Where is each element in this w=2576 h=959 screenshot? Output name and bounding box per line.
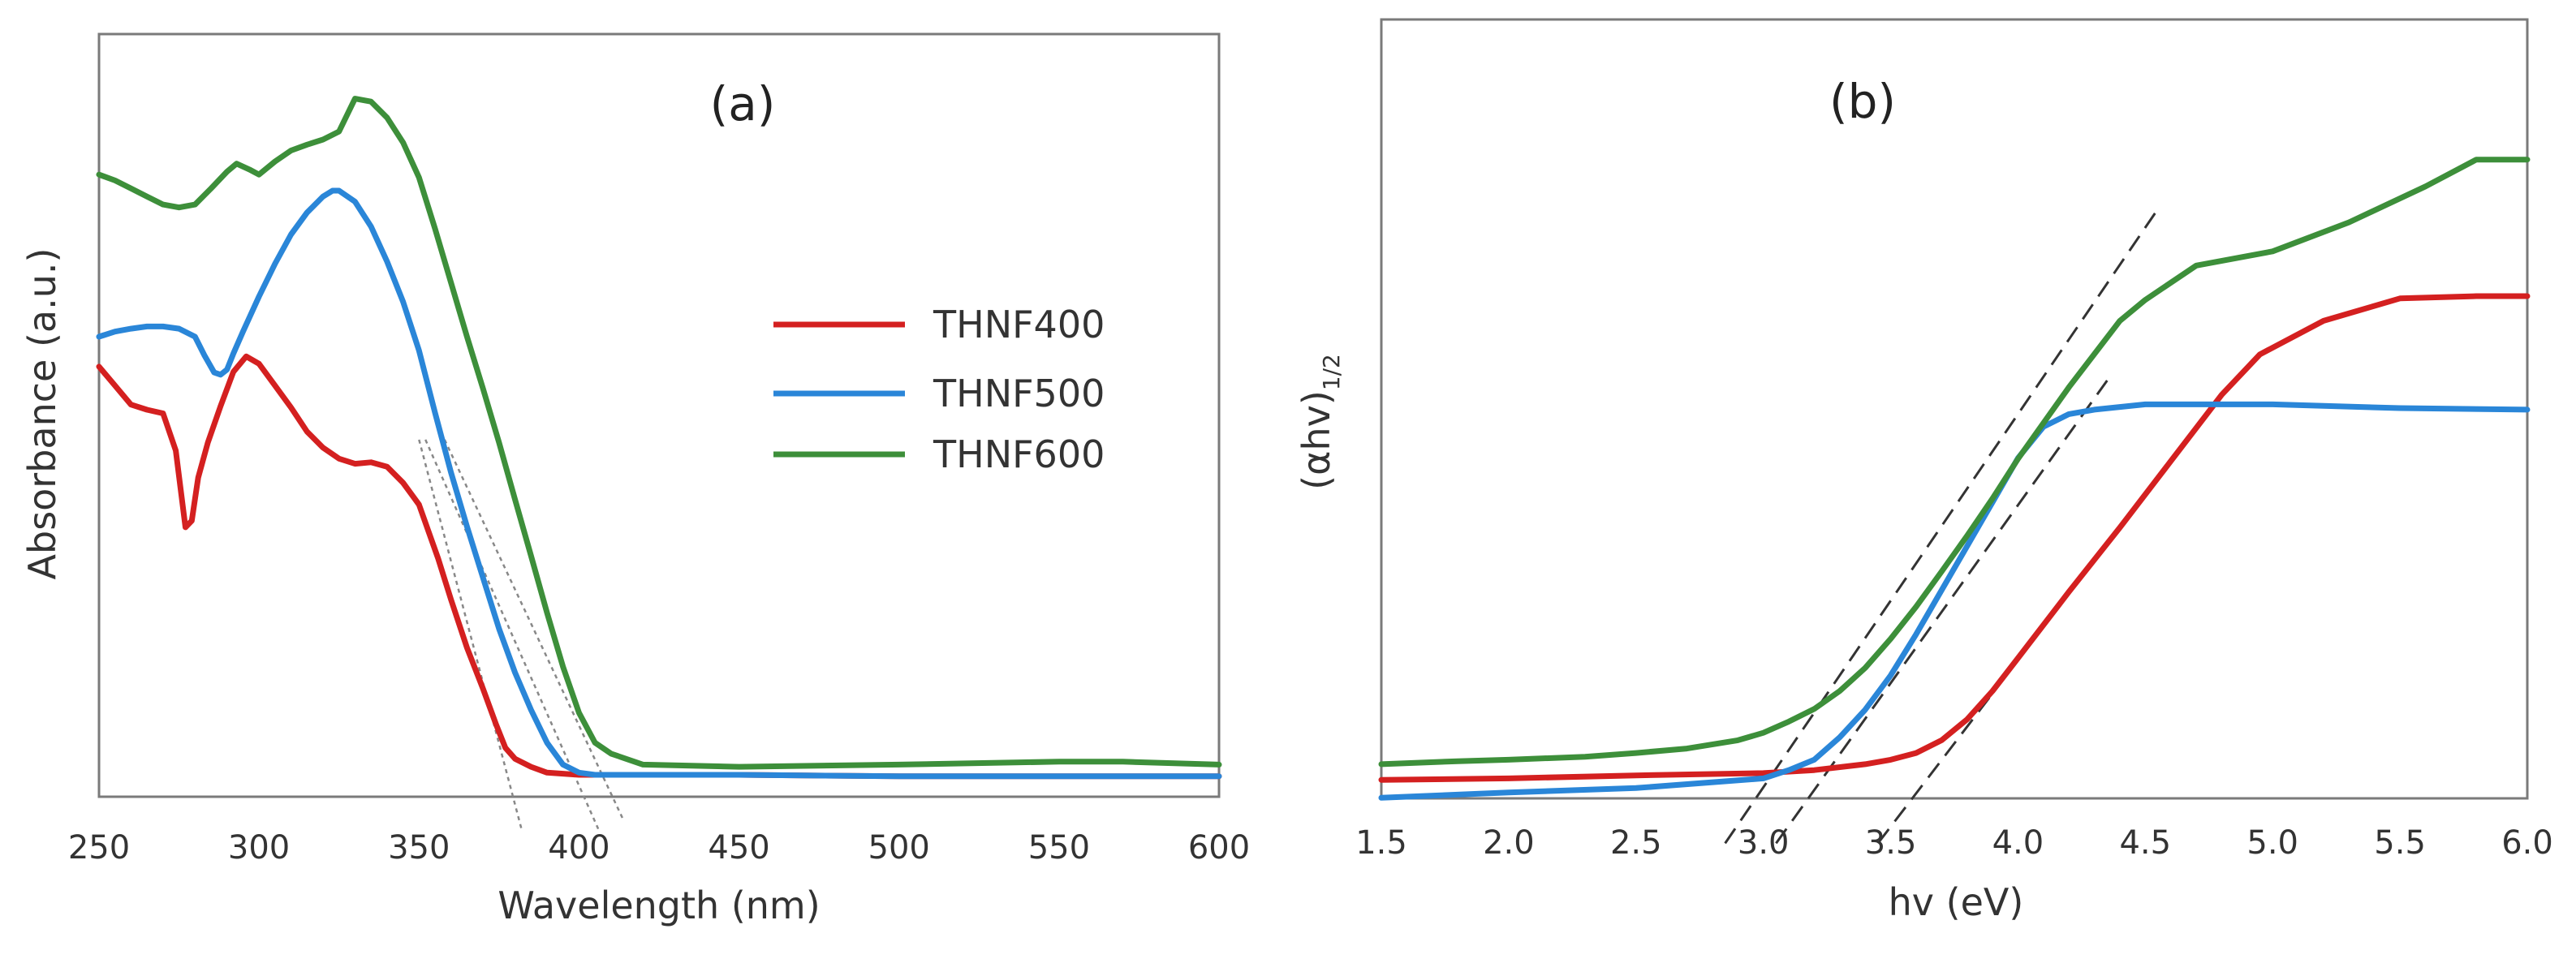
- panel-b-x-tick-label: 3.0: [1738, 824, 1790, 862]
- panel-b-chart: 1.5 2.0 2.5 3.0 3.5 4.0 4.5 5.0 5.5 6.0 (b) hv (e…: [1294, 18, 2553, 924]
- panel-b-x-tick-label: 2.0: [1483, 824, 1535, 862]
- panel-b-x-tick-label: 1.5: [1355, 824, 1407, 862]
- panel-b-x-tick-label: 2.5: [1610, 824, 1662, 862]
- panel-b-x-tick-label: 5.0: [2246, 824, 2298, 862]
- panel-a-y-axis-label: Absorbance (a.u.): [20, 248, 64, 580]
- panel-a-x-tick-label: 350: [388, 829, 450, 867]
- panel-a-x-tick-label: 600: [1188, 829, 1250, 867]
- panel-b-x-axis-label: hv (eV): [1889, 880, 2024, 924]
- panel-b-x-tick-label: 5.5: [2374, 824, 2426, 862]
- panel-a-x-tick-label: 450: [708, 829, 769, 867]
- panel-b-fit-line-1: [1724, 208, 2160, 845]
- panel-a-x-tick-label: 500: [868, 829, 930, 867]
- panel-a-fit-lines: [418, 439, 625, 830]
- panel-a-x-tick-label: 250: [68, 829, 130, 867]
- panel-b-curves: [1378, 157, 2531, 801]
- panel-b-x-tick-label: 6.0: [2501, 824, 2553, 862]
- panel-b-y-axis-label-subscript: 1/2: [1318, 354, 1345, 390]
- panel-b-y-axis-label: (αhv)1/2: [1294, 354, 1345, 490]
- panel-b-fit-line-2: [1775, 380, 2109, 845]
- panel-a-chart: 250 300 350 400 450 500 550 600 (a) Wavelength …: [20, 32, 1250, 927]
- panel-a-legend: THNF400 THNF500 THNF600: [773, 303, 1105, 476]
- panel-b-series-thnf400: [1378, 293, 2531, 783]
- panel-a-fit-line-2: [424, 439, 600, 830]
- panel-b-label: (b): [1829, 74, 1896, 129]
- panel-a-x-axis-label: Wavelength (nm): [498, 884, 820, 927]
- legend-label-thnf400: THNF400: [933, 303, 1105, 346]
- panel-a-x-tick-label: 400: [548, 829, 610, 867]
- panel-a-plot-frame: [97, 32, 1221, 798]
- panel-a-curves: [96, 96, 1222, 780]
- panel-a-x-ticks: 250 300 350 400 450 500 550 600: [68, 829, 1250, 867]
- panel-b-y-axis-label-group: (αhv)1/2: [1294, 354, 1345, 490]
- panel-b-x-tick-label: 3.5: [1865, 824, 1917, 862]
- panel-a-fit-line-3: [443, 439, 625, 822]
- panel-a-fit-line-1: [418, 439, 523, 829]
- panel-b-y-axis-label-main: (αhv): [1294, 390, 1338, 490]
- panel-b-x-ticks: 1.5 2.0 2.5 3.0 3.5 4.0 4.5 5.0 5.5 6.0: [1355, 824, 2553, 862]
- panel-a-x-tick-label: 550: [1028, 829, 1090, 867]
- legend-label-thnf500: THNF500: [933, 372, 1105, 415]
- panel-a-label: (a): [710, 76, 776, 131]
- panel-a-x-tick-label: 300: [228, 829, 290, 867]
- panel-b-series-thnf500: [1378, 401, 2531, 801]
- panel-b-x-tick-label: 4.5: [2119, 824, 2171, 862]
- panel-a-series-thnf500: [96, 187, 1222, 780]
- panel-a-series-thnf400: [96, 353, 1222, 780]
- panel-b-series-thnf600: [1378, 157, 2531, 768]
- panel-b-x-tick-label: 4.0: [1992, 824, 2044, 862]
- panel-a-series-thnf600: [96, 96, 1222, 770]
- legend-label-thnf600: THNF600: [933, 432, 1105, 476]
